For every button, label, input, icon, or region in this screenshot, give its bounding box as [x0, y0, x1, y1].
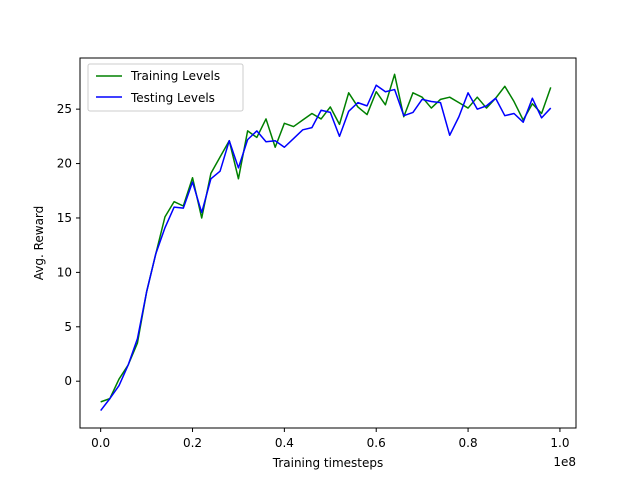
legend: Training Levels Testing Levels [87, 63, 244, 112]
legend-label-testing: Testing Levels [130, 91, 215, 105]
y-axis-label: Avg. Reward [32, 206, 46, 281]
y-tick-label: 0 [64, 374, 72, 388]
y-tick-label: 25 [57, 102, 72, 116]
x-tick-label: 1.0 [550, 436, 569, 450]
x-axis: 0.0 0.2 0.4 0.6 0.8 1.0 [91, 428, 569, 450]
x-tick-label: 0.0 [91, 436, 110, 450]
y-tick-label: 15 [57, 211, 72, 225]
y-axis: 0 5 10 15 20 25 [57, 102, 80, 388]
x-tick-label: 0.8 [459, 436, 478, 450]
y-tick-label: 20 [57, 157, 72, 171]
legend-label-training: Training Levels [130, 69, 220, 83]
series-layer [100, 73, 552, 412]
y-tick-label: 10 [57, 265, 72, 279]
x-tick-label: 0.4 [275, 436, 294, 450]
x-tick-label: 0.6 [367, 436, 386, 450]
y-tick-label: 5 [64, 320, 72, 334]
series-line-1 [100, 84, 552, 412]
x-tick-label: 0.2 [183, 436, 202, 450]
legend-box [87, 63, 244, 112]
x-axis-offset-label: 1e8 [553, 455, 576, 469]
series-line-0 [100, 73, 552, 403]
plot-frame [79, 57, 577, 429]
x-axis-label: Training timesteps [272, 456, 383, 470]
